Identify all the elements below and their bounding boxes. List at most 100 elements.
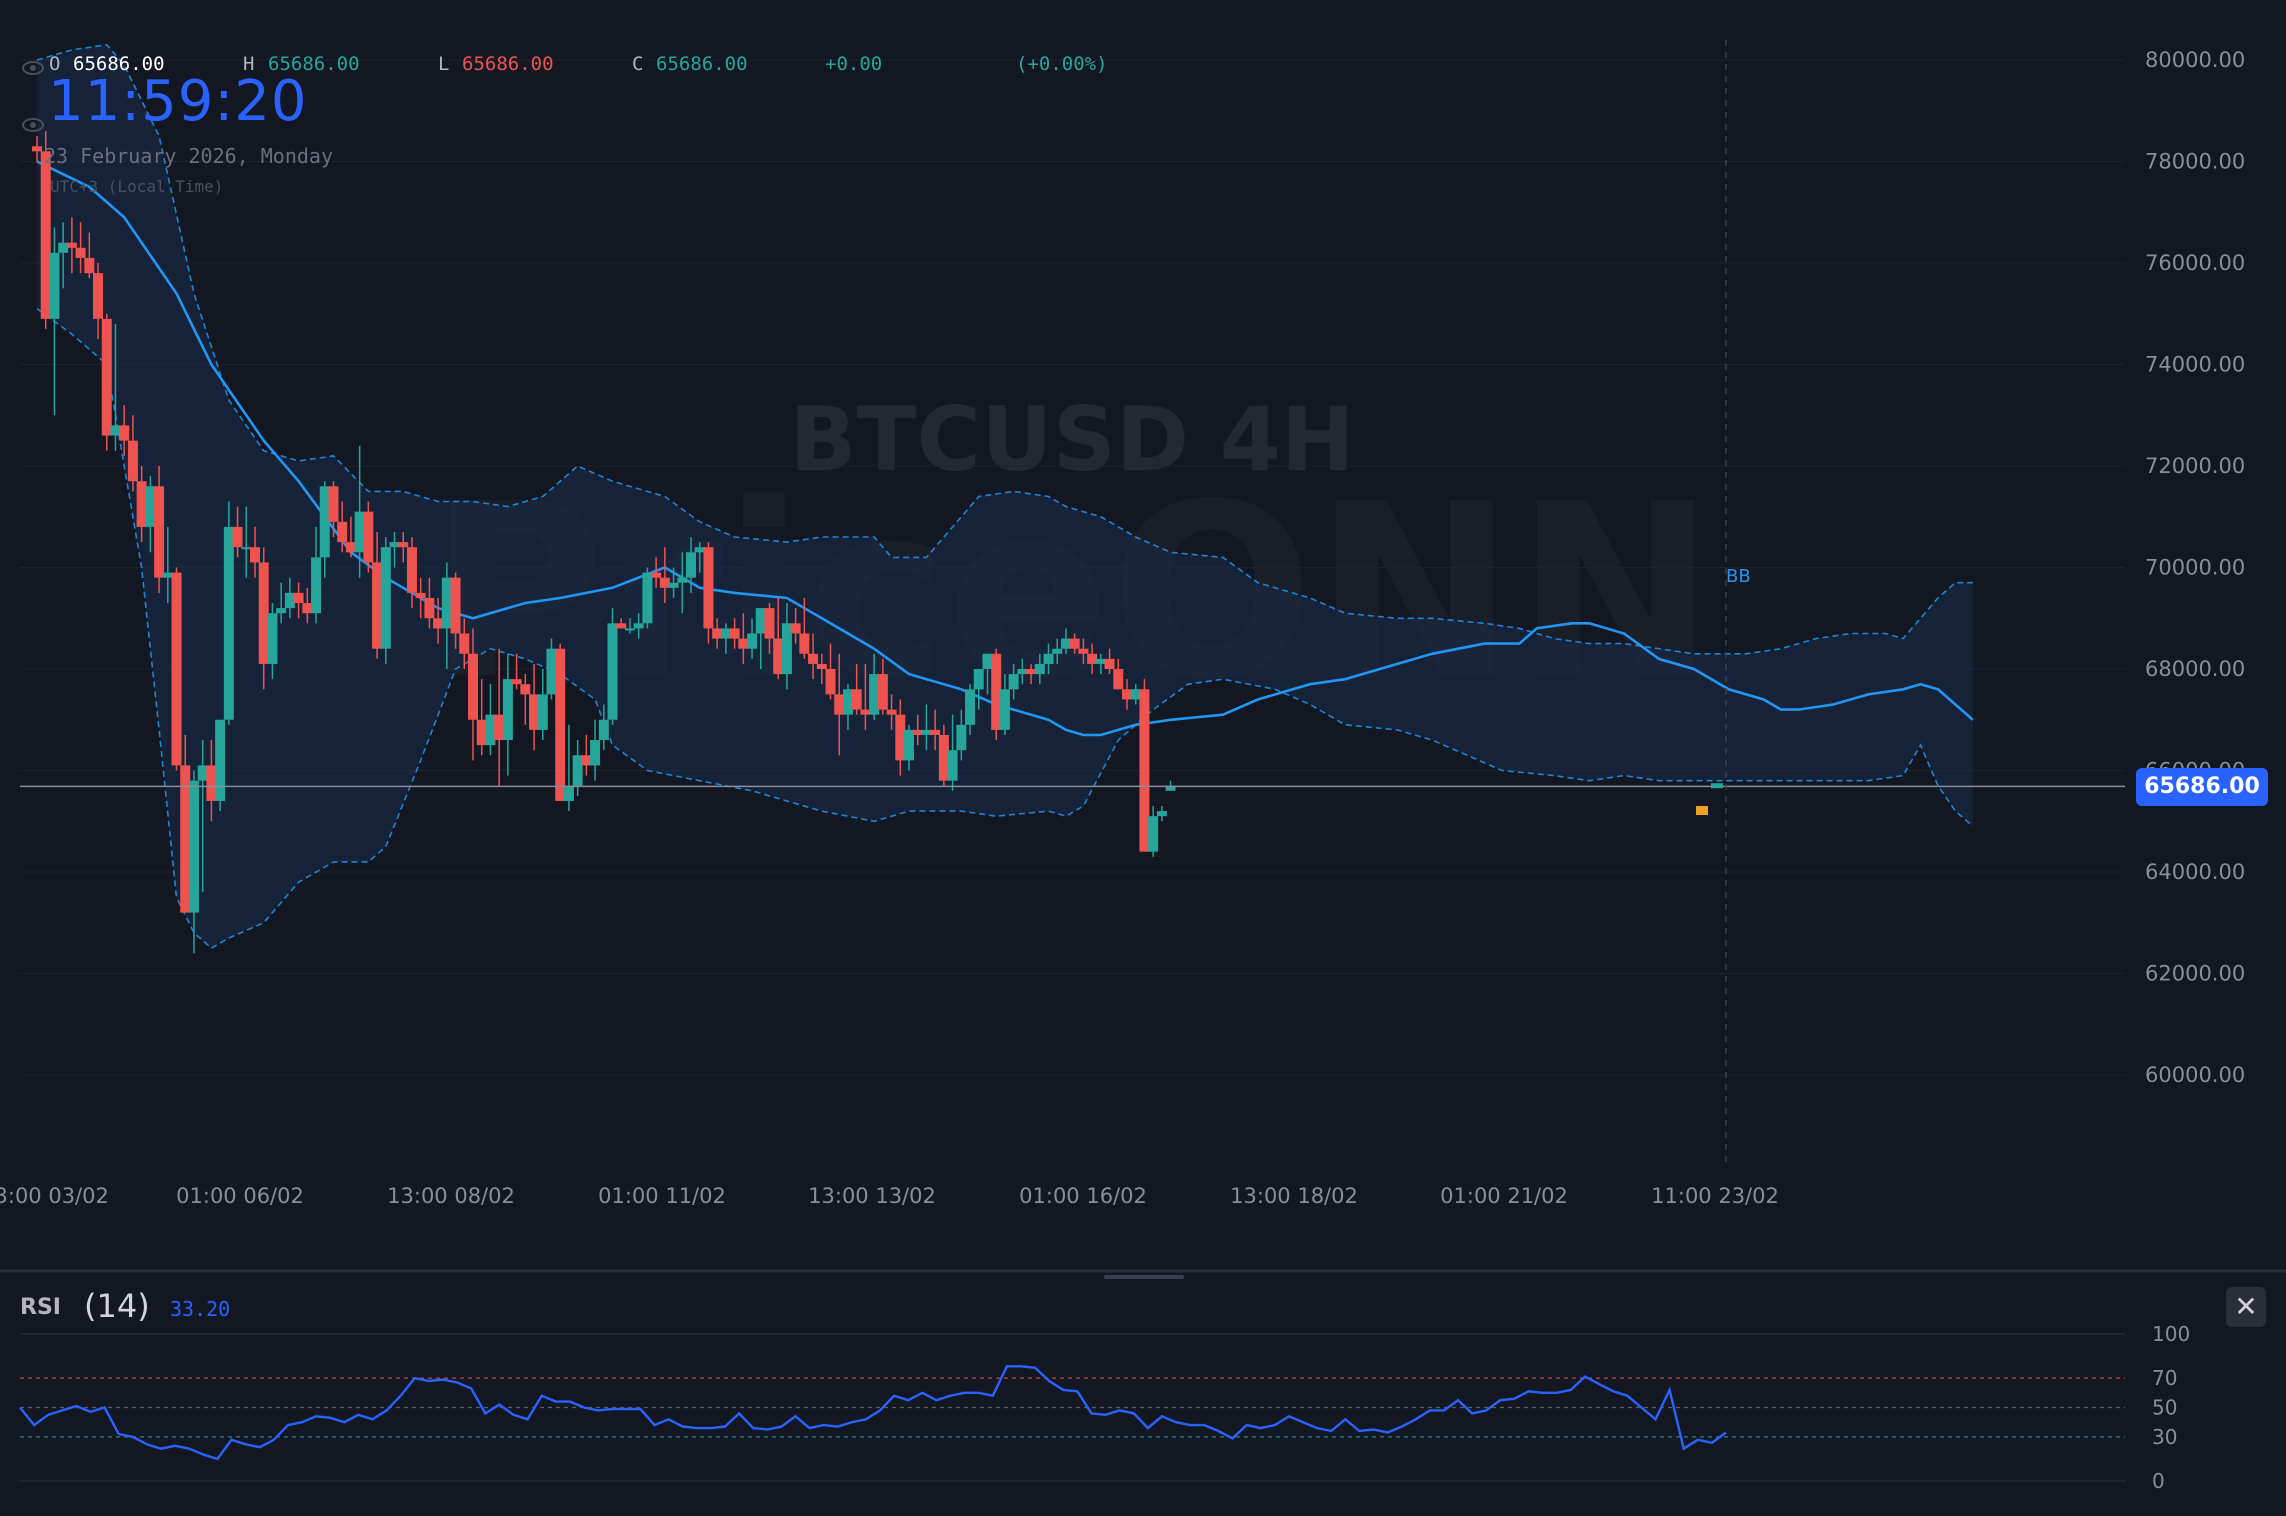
change-percent: (+0.00%) — [1016, 53, 1108, 75]
rsi-panel[interactable]: RSI (14) 33.20 100 70 50 30 0 — [0, 1269, 2286, 1516]
candle-body — [860, 709, 871, 715]
candle-body — [633, 623, 644, 629]
candle-body — [267, 613, 278, 664]
time-axis-label: 01:00 21/02 — [1440, 1184, 1568, 1208]
candle — [642, 567, 653, 629]
candle-body — [799, 633, 810, 654]
candle-body — [1104, 658, 1115, 669]
time-axis[interactable]: 13:00 03/02 01:00 06/02 13:00 08/02 01:00 1… — [0, 1184, 1779, 1208]
candles — [32, 131, 1176, 954]
candle — [1148, 806, 1159, 857]
candle — [633, 613, 644, 639]
candle-body — [485, 714, 496, 746]
candle-body — [555, 648, 566, 801]
candle — [162, 526, 173, 604]
candle-body — [1130, 689, 1141, 700]
candle — [32, 136, 42, 162]
clock-panel: 11:59:20 23 February 2026, Monday UTC+3 … — [22, 69, 333, 196]
candle — [372, 531, 383, 659]
candle-body — [476, 719, 487, 746]
candle — [171, 567, 182, 771]
live-candle-marker — [1711, 783, 1723, 789]
price-axis[interactable]: 80000.00 78000.00 76000.00 74000.00 72000.00… — [2145, 48, 2245, 1087]
candle-body — [729, 628, 740, 639]
eye-icon[interactable] — [22, 61, 44, 75]
candle-body — [598, 719, 609, 741]
time-axis-label: 13:00 08/02 — [387, 1184, 515, 1208]
price-axis-label: 72000.00 — [2145, 454, 2245, 478]
clock-date: 23 February 2026, Monday — [44, 144, 333, 168]
candle — [546, 638, 557, 700]
candle-body — [494, 714, 505, 741]
candle — [686, 537, 696, 593]
candle-body — [337, 521, 348, 543]
candle-body — [459, 633, 470, 654]
close-icon[interactable]: ✕ — [2226, 1287, 2266, 1327]
candle — [1104, 648, 1115, 675]
overlays — [20, 40, 2125, 1168]
candle-body — [180, 765, 191, 913]
eye-icon[interactable] — [22, 118, 44, 132]
candle — [1122, 679, 1132, 710]
candle-body — [956, 724, 967, 751]
candle — [476, 679, 487, 756]
candle — [773, 597, 784, 680]
candle-body — [110, 425, 121, 436]
candle-body — [694, 547, 705, 553]
candle — [154, 466, 165, 593]
candle — [999, 674, 1010, 735]
candle — [607, 608, 618, 725]
candle — [1078, 638, 1089, 664]
candle-body — [433, 618, 444, 629]
candle — [956, 709, 967, 761]
change-value: +0.00 — [825, 53, 882, 75]
candle — [738, 613, 749, 664]
candle-body — [537, 694, 548, 730]
candle — [973, 669, 984, 710]
candle — [790, 608, 801, 644]
candle — [555, 643, 566, 801]
candle-body — [363, 511, 374, 563]
candle-body — [773, 638, 784, 675]
low-label: L — [438, 53, 449, 75]
candle — [1087, 643, 1098, 675]
candle — [468, 628, 478, 761]
rsi-value: 33.20 — [170, 1297, 230, 1321]
candle-body — [188, 780, 199, 913]
candle-body — [319, 486, 330, 558]
candle-body — [1165, 785, 1176, 791]
candle — [659, 547, 670, 604]
candle-body — [624, 628, 635, 631]
candle — [1130, 684, 1141, 705]
candle — [590, 719, 601, 781]
candle — [49, 227, 60, 416]
candle-body — [572, 755, 583, 786]
candle-body — [973, 669, 984, 690]
price-axis-label: 64000.00 — [2145, 860, 2245, 884]
candle-body — [1034, 663, 1045, 675]
candle-body — [1026, 669, 1037, 675]
watermark-symbol: BTCUSD 4H — [789, 388, 1354, 491]
candle — [40, 131, 51, 329]
candle — [258, 547, 269, 690]
candle-body — [136, 481, 147, 527]
candle-body — [171, 572, 182, 766]
rsi-title: RSI — [20, 1295, 61, 1320]
candle — [197, 740, 208, 893]
candle-body — [1113, 669, 1124, 690]
candle — [1113, 658, 1124, 690]
candle — [267, 603, 278, 680]
candle-body — [869, 674, 880, 715]
candle — [511, 653, 522, 690]
candle-body — [686, 552, 696, 578]
candle — [755, 608, 766, 669]
open-label: O — [49, 53, 60, 75]
candle-body — [162, 572, 173, 578]
candle — [180, 734, 191, 913]
candle-body — [1156, 811, 1167, 817]
rsi-plot: 100 70 50 30 0 — [19, 1322, 2190, 1493]
candle-body — [84, 257, 95, 274]
candle — [354, 445, 365, 578]
